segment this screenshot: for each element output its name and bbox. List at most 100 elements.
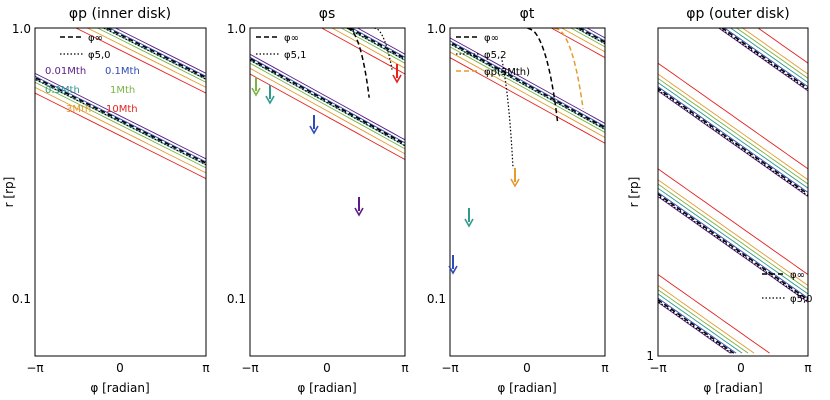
panel-title: φp (outer disk): [686, 6, 789, 22]
phi-inf-curve: [278, 28, 830, 366]
spiral-curve: [731, 28, 830, 366]
shock-arrows: [448, 168, 520, 275]
shock-arrow-3mth-head: [510, 178, 520, 188]
spiral-curve: [0, 2, 442, 353]
x-tick-label: 0: [323, 361, 331, 375]
legend: φ∞ φ5,0: [762, 270, 813, 305]
spiral-curve: [781, 28, 830, 366]
spiral-curve: [737, 28, 830, 366]
x-axis-label: φ [radian]: [703, 381, 762, 395]
phi-5-curve: [500, 56, 514, 169]
panel-inner-disk: φp (inner disk) 1.0 0.1 −π 0 π φ [radian…: [2, 6, 830, 395]
spiral-curve: [496, 28, 830, 366]
legend: φ∞ φ5,2 φp(3Mth): [456, 33, 530, 78]
x-tick-label: π: [804, 361, 811, 375]
spiral-curve: [340, 28, 405, 64]
phi-inf-curve: [815, 28, 830, 366]
phi-inf-curve: [527, 28, 559, 122]
spiral-curve: [658, 77, 808, 185]
spiral-curve: [551, 28, 605, 59]
spiral-curve: [622, 28, 830, 366]
spiral-curve: [450, 51, 605, 139]
spiral-curve: [100, 2, 598, 353]
spiral-curve: [658, 73, 808, 181]
spiral-curve: [250, 67, 405, 155]
y-tick-label: 1.0: [427, 22, 446, 36]
spiral-curve: [346, 28, 405, 61]
spiral-curve: [757, 28, 808, 64]
spiral-curve: [250, 73, 405, 161]
spiral-curve: [741, 28, 808, 75]
phi-5-curve: [374, 28, 393, 70]
phi-5-curve: [658, 89, 808, 197]
spiral-curve: [581, 28, 605, 42]
spiral-curve: [418, 28, 830, 366]
x-tick-label: 0: [523, 361, 531, 375]
spiral-curve: [106, 2, 604, 353]
spiral-curve: [662, 28, 830, 366]
shock-arrow-03mth-head: [265, 95, 275, 105]
legend-label: φ∞: [284, 33, 299, 44]
spiral-curve: [109, 28, 206, 77]
shock-arrow-01mth-head: [448, 265, 458, 275]
phi-inf-curve: [734, 28, 830, 366]
mass-label: 0.3Mth: [45, 85, 80, 96]
spiral-curve: [658, 196, 808, 303]
spiral-curve: [706, 28, 830, 366]
spiral-curve: [357, 28, 405, 55]
legend-label: φ5,1: [284, 50, 307, 61]
spiral-curve: [658, 168, 808, 276]
x-axis-label: φ [radian]: [90, 381, 149, 395]
phi-5-curve: [731, 28, 830, 366]
y-tick-label: 0.1: [12, 292, 31, 306]
spiral-curve: [477, 28, 830, 366]
spiral-curve: [35, 78, 206, 166]
spiral-curve: [658, 90, 808, 198]
panel-phi-s: φs 1.0 0.1 −π 0 π φ [radian] φ∞ φ5,1: [227, 6, 830, 395]
spiral-curve: [822, 28, 830, 366]
y-tick-label: 1: [646, 349, 654, 363]
spiral-curve: [268, 28, 830, 366]
x-tick-label: −π: [26, 361, 43, 375]
spiral-curve: [250, 53, 405, 141]
spiral-curve: [658, 81, 808, 189]
phi-inf-curve: [658, 87, 808, 196]
spiral-curve: [658, 86, 808, 193]
spiral-curve: [0, 2, 430, 353]
y-tick-label: 0.1: [427, 292, 446, 306]
phi-5-curve: [658, 195, 808, 303]
spiral-curve: [35, 86, 206, 174]
shock-arrow-1mth-head: [251, 87, 261, 97]
phi-5-curve: [346, 28, 405, 61]
phi-p-3mth-curve: [554, 28, 584, 109]
mass-label: 0.1Mth: [105, 66, 140, 77]
phi-inf-curve: [620, 28, 830, 366]
spiral-curve: [632, 28, 830, 366]
spiral-curve: [450, 40, 605, 127]
phi-5-curve: [250, 59, 405, 147]
spiral-curve: [35, 75, 206, 163]
spiral-curve: [250, 56, 405, 144]
spiral-curve: [723, 28, 808, 88]
y-axis-label: r [rp]: [627, 177, 641, 208]
legend: φ∞ φ5,0: [60, 33, 111, 61]
spiral-curve: [771, 28, 830, 366]
legend-label: φ∞: [790, 270, 805, 281]
mass-label: 3Mth: [66, 104, 91, 115]
shock-arrow-001mth-head: [354, 207, 364, 217]
phi-inf-curve: [0, 2, 434, 353]
phi-5-curve: [617, 28, 830, 366]
x-tick-label: π: [601, 361, 608, 375]
spiral-curve: [667, 28, 830, 366]
phi-5-curve: [718, 28, 808, 91]
spiral-curve: [35, 81, 206, 169]
phi-inf-curve: [250, 57, 405, 145]
shock-arrow-01mth-head: [309, 125, 319, 135]
spiral-curve: [658, 289, 749, 354]
spiral-curve: [726, 28, 830, 366]
spiral-curve: [331, 28, 405, 69]
spiral-curve: [616, 28, 830, 366]
x-tick-label: −π: [441, 361, 458, 375]
